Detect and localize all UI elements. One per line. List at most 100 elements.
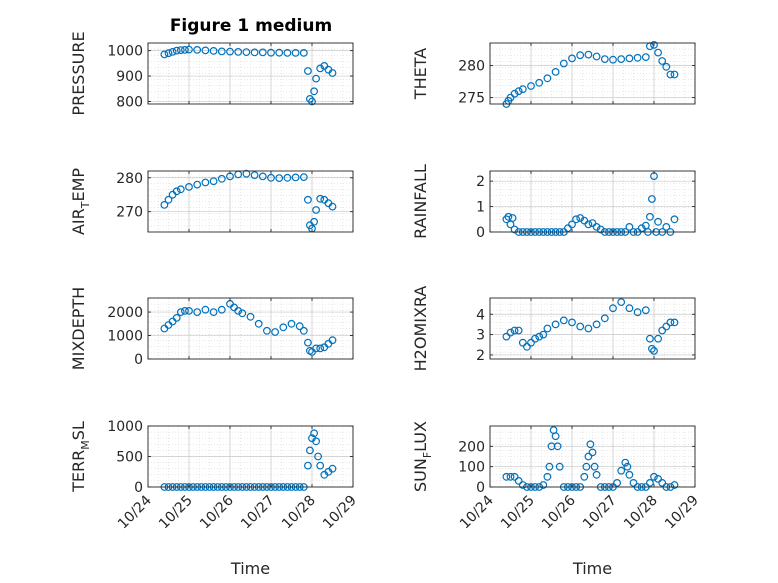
data-point	[291, 49, 300, 57]
ylabel-part-7-c: LUX	[411, 421, 430, 452]
data-point	[654, 48, 662, 57]
data-point	[172, 46, 181, 55]
y-tick-label: 1000	[107, 329, 143, 345]
data-point	[258, 48, 267, 57]
axes-box	[147, 297, 354, 360]
x-tick-label: 10/25	[156, 493, 196, 533]
data-point	[658, 57, 667, 65]
data-point	[185, 307, 193, 315]
data-point	[580, 472, 589, 481]
data-point	[510, 225, 519, 234]
data-point	[291, 173, 300, 182]
data-point	[176, 46, 185, 54]
y-tick-label: 900	[116, 69, 143, 85]
data-point	[666, 318, 675, 327]
data-point	[246, 312, 255, 321]
data-point	[514, 87, 523, 96]
data-point	[328, 202, 337, 211]
data-point	[295, 322, 304, 331]
data-point	[572, 215, 580, 224]
data-point	[209, 308, 218, 317]
y-tick-label: 280	[458, 58, 485, 74]
data-point	[250, 171, 259, 180]
data-point	[584, 50, 593, 59]
data-point	[518, 338, 527, 347]
axes-box	[489, 42, 696, 105]
data-point	[185, 182, 193, 191]
data-point	[217, 305, 226, 314]
data-point	[328, 69, 337, 77]
data-point	[314, 452, 323, 461]
data-point	[180, 46, 189, 54]
data-point	[299, 49, 308, 57]
x-tick-label: 10/29	[662, 493, 702, 533]
data-point	[310, 217, 319, 226]
y-tick-label: 3	[476, 328, 485, 344]
data-point	[553, 442, 562, 451]
y-tick-label: 0	[476, 480, 485, 496]
data-point	[172, 314, 181, 322]
data-point	[316, 64, 325, 73]
data-point	[193, 180, 202, 189]
data-point	[527, 82, 535, 90]
data-point	[316, 194, 325, 203]
data-point	[316, 344, 325, 353]
data-point	[504, 212, 513, 221]
data-point	[613, 479, 621, 487]
data-point	[209, 47, 218, 55]
data-point	[234, 307, 243, 315]
data-point	[312, 206, 321, 214]
data-point	[670, 318, 679, 327]
data-point	[506, 93, 515, 102]
data-point	[160, 50, 169, 59]
data-point	[304, 461, 312, 470]
axes-box	[489, 297, 696, 360]
data-point	[658, 479, 667, 487]
data-point	[670, 70, 679, 79]
subplot-mixdepth: 0 1000 2000 MIXDEPTH	[69, 287, 354, 370]
data-point	[510, 472, 519, 481]
data-point	[641, 306, 650, 315]
data-point	[625, 304, 634, 313]
data-point	[592, 222, 601, 231]
data-point	[539, 330, 548, 339]
data-point	[164, 49, 173, 58]
data-point	[254, 319, 263, 328]
data-point	[310, 87, 319, 96]
data-point	[283, 173, 292, 182]
data-point	[625, 222, 634, 231]
data-point	[551, 67, 560, 76]
data-point	[267, 173, 275, 182]
subplot-sun-flux: 0 100 200 10/24 10/25 10/26 10/27 10/28 10/29 SUN…	[411, 421, 702, 578]
figure-title: Figure 1 medium	[170, 16, 332, 36]
data-point	[312, 344, 321, 353]
data-point	[502, 472, 511, 481]
data-point	[310, 429, 319, 438]
subplot-terr-msl: 0 500 1000 10/24 10/25 10/26 10/27 10/28 10/29 TE…	[69, 419, 360, 578]
y-tick-label: 4	[476, 307, 485, 323]
data-point	[650, 41, 658, 49]
data-point	[654, 475, 662, 483]
data-point	[539, 481, 548, 489]
data-point	[633, 53, 642, 62]
y-tick-label: 2	[476, 174, 485, 190]
data-point	[234, 48, 243, 56]
data-point	[226, 47, 234, 56]
ylabel-part-2-c: EMP	[69, 168, 88, 202]
data-point	[180, 307, 189, 315]
x-tick-label: 10/27	[580, 493, 620, 533]
x-tick-label: 10/27	[238, 493, 278, 533]
data-point	[555, 462, 564, 471]
y-axis-label: TERRMSL	[69, 421, 92, 493]
data-point	[328, 336, 337, 345]
y-tick-label: 500	[116, 450, 143, 466]
data-point	[502, 332, 511, 341]
data-point	[514, 326, 523, 335]
data-point	[670, 215, 679, 224]
data-point	[576, 51, 585, 60]
data-point	[527, 338, 535, 347]
data-point	[523, 342, 531, 351]
data-point	[160, 200, 169, 209]
